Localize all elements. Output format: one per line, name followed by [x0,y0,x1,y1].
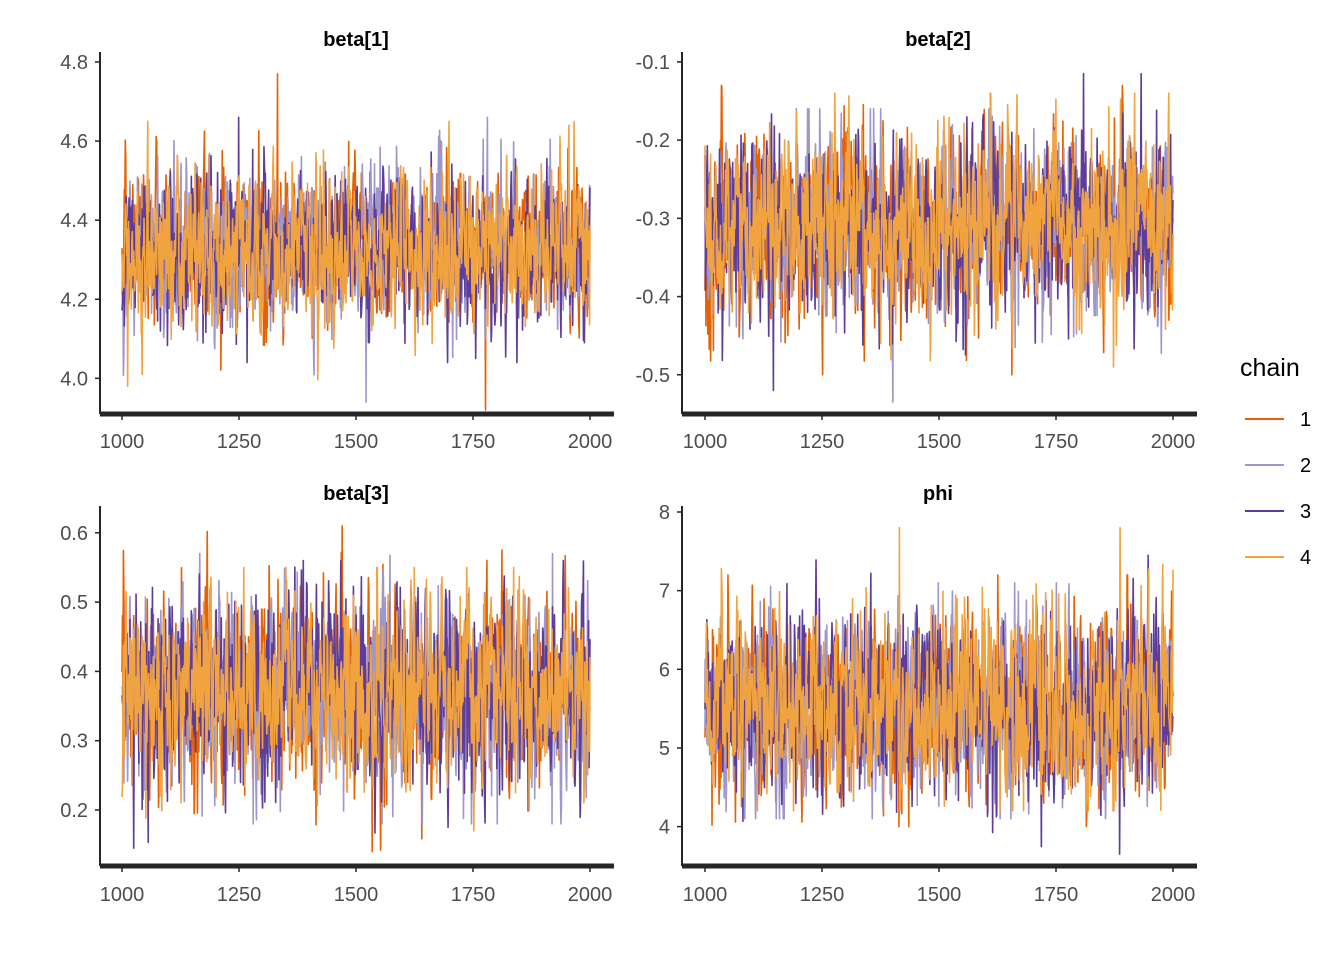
trace-line-chain-4 [704,92,1174,368]
y-tick-label: 8 [659,502,670,524]
x-tick-label: 2000 [1151,884,1196,906]
y-tick-label: 7 [659,581,670,603]
y-tick-label: -0.5 [636,365,670,387]
x-tick-label: 1500 [334,431,379,453]
x-tick-label: 1000 [100,884,145,906]
legend-label: 1 [1300,409,1311,431]
panel-2: beta[2] -0.5 -0.4 -0.3 -0.2 -0.1 1000 1250 1500 1… [636,29,1197,453]
x-tick-label: 1000 [683,431,728,453]
x-tick-label: 1000 [100,431,145,453]
y-tick-label: -0.2 [636,130,670,152]
legend-label: 2 [1300,455,1311,477]
panel-4: phi 4 5 6 7 8 1000 1250 1500 1750 2000 [659,483,1197,906]
panels-group: beta[1] 4.0 4.2 4.4 4.6 4.8 1000 1250 1500 1750 20… [60,29,1197,906]
x-tick-label: 1750 [451,431,496,453]
x-tick-label: 1750 [451,884,496,906]
legend-item-chain-1: 1 [1245,409,1311,431]
trace-line-chain-4 [704,526,1174,812]
x-tick-label: 2000 [568,884,613,906]
y-tick-label: 0.5 [60,592,88,614]
panel-title: beta[2] [905,29,971,51]
x-tick-label: 1000 [683,884,728,906]
trace-line-chain-4 [121,120,591,388]
legend-title: chain [1240,354,1300,382]
x-tick-label: 1250 [800,431,845,453]
x-tick-label: 2000 [568,431,613,453]
x-tick-label: 1500 [917,431,962,453]
y-tick-label: 0.3 [60,731,88,753]
x-tick-label: 2000 [1151,431,1196,453]
y-tick-label: 4.6 [60,131,88,153]
y-tick-label: 4.4 [60,210,88,232]
panel-3: beta[3] 0.2 0.3 0.4 0.5 0.6 1000 1250 1500 1750 20… [60,483,614,906]
y-tick-label: 5 [659,738,670,760]
x-tick-label: 1250 [800,884,845,906]
y-tick-label: 0.2 [60,800,88,822]
legend-label: 3 [1300,501,1311,523]
legend-item-chain-2: 2 [1245,455,1311,477]
y-tick-label: 0.4 [60,661,88,683]
y-tick-label: 4.8 [60,52,88,74]
panel-title: beta[1] [323,29,389,51]
y-tick-label: 4.0 [60,368,88,390]
legend-item-chain-4: 4 [1245,547,1311,569]
y-tick-label: 0.6 [60,523,88,545]
y-tick-label: 4 [659,817,670,839]
legend: chain 1 2 3 4 [1240,354,1311,569]
legend-label: 4 [1300,547,1311,569]
legend-items: 1 2 3 4 [1245,409,1311,569]
y-tick-label: -0.4 [636,287,670,309]
y-tick-label: -0.1 [636,52,670,74]
panel-title: beta[3] [323,483,389,505]
y-tick-label: -0.3 [636,208,670,230]
x-tick-label: 1500 [334,884,379,906]
x-tick-label: 1250 [217,884,262,906]
x-tick-label: 1500 [917,884,962,906]
y-tick-label: 4.2 [60,289,88,311]
y-tick-label: 6 [659,659,670,681]
panel-title: phi [923,483,953,505]
trace-line-chain-4 [121,566,591,832]
x-tick-label: 1250 [217,431,262,453]
x-tick-label: 1750 [1034,884,1079,906]
legend-item-chain-3: 3 [1245,501,1311,523]
panel-1: beta[1] 4.0 4.2 4.4 4.6 4.8 1000 1250 1500 1750 20… [60,29,614,453]
x-tick-label: 1750 [1034,431,1079,453]
